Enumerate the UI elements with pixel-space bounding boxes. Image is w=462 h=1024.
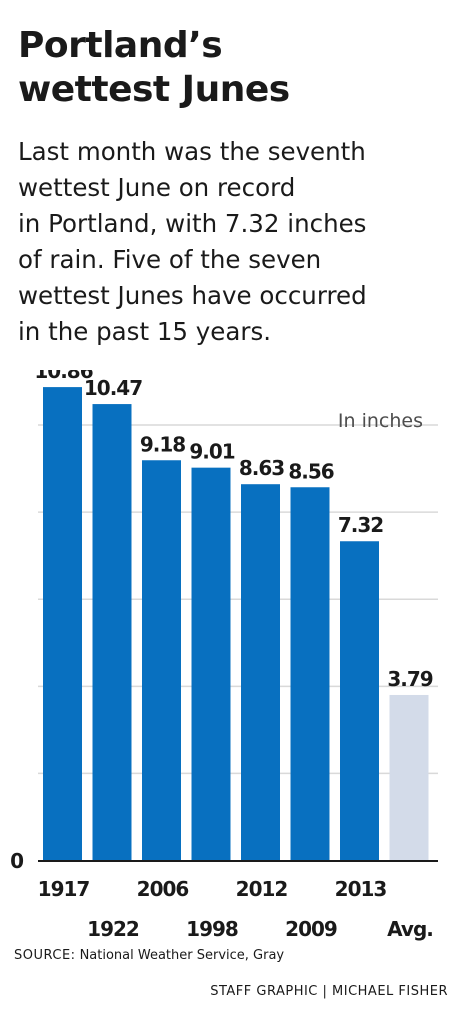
chart-title: Portland’s wettest Junes — [18, 24, 448, 112]
staff-credit: STAFF GRAPHIC | MICHAEL FISHER — [210, 984, 448, 999]
bar — [43, 387, 82, 860]
x-tick-label: Avg. — [387, 917, 433, 941]
x-tick-label: 2006 — [137, 877, 189, 901]
y-tick-label: 0 — [10, 849, 24, 873]
data-label: 3.79 — [387, 667, 432, 691]
x-tick-label: 1922 — [87, 917, 139, 941]
data-label: 8.56 — [288, 459, 333, 483]
subtitle-line: wettest June on record — [18, 173, 296, 202]
data-label: 9.01 — [189, 440, 234, 464]
data-label: 8.63 — [239, 456, 284, 480]
source-label: SOURCE: — [14, 948, 76, 963]
x-tick-label: 1998 — [186, 917, 238, 941]
bar — [191, 467, 231, 860]
data-label: 9.18 — [140, 432, 185, 456]
x-tick-label: 2012 — [236, 877, 288, 901]
source-note: SOURCE: National Weather Service, Gray — [14, 948, 284, 963]
x-tick-label: 1917 — [38, 877, 90, 901]
bars — [43, 387, 429, 860]
chart-subtitle: Last month was the seventh wettest June … — [18, 134, 448, 350]
bar — [241, 484, 280, 860]
bar-average — [389, 694, 429, 860]
title-line: Portland’s — [18, 25, 223, 66]
data-label: 7.32 — [338, 513, 383, 537]
data-label: 10.47 — [84, 376, 142, 400]
x-tick-label: 2009 — [285, 917, 337, 941]
subtitle-line: Last month was the seventh — [18, 137, 366, 166]
data-label: 10.86 — [34, 370, 92, 383]
bar — [290, 487, 330, 860]
source-text: National Weather Service, Gray — [79, 948, 285, 963]
bar — [340, 541, 379, 860]
unit-label: In inches — [338, 410, 423, 432]
x-tick-label: 2013 — [335, 877, 387, 901]
bar — [92, 404, 132, 860]
subtitle-line: in Portland, with 7.32 inches — [18, 209, 367, 238]
subtitle-line: of rain. Five of the seven — [18, 245, 322, 274]
subtitle-line: in the past 15 years. — [18, 317, 272, 346]
title-line: wettest Junes — [18, 69, 290, 110]
subtitle-line: wettest Junes have occurred — [18, 281, 367, 310]
bar — [142, 460, 181, 860]
